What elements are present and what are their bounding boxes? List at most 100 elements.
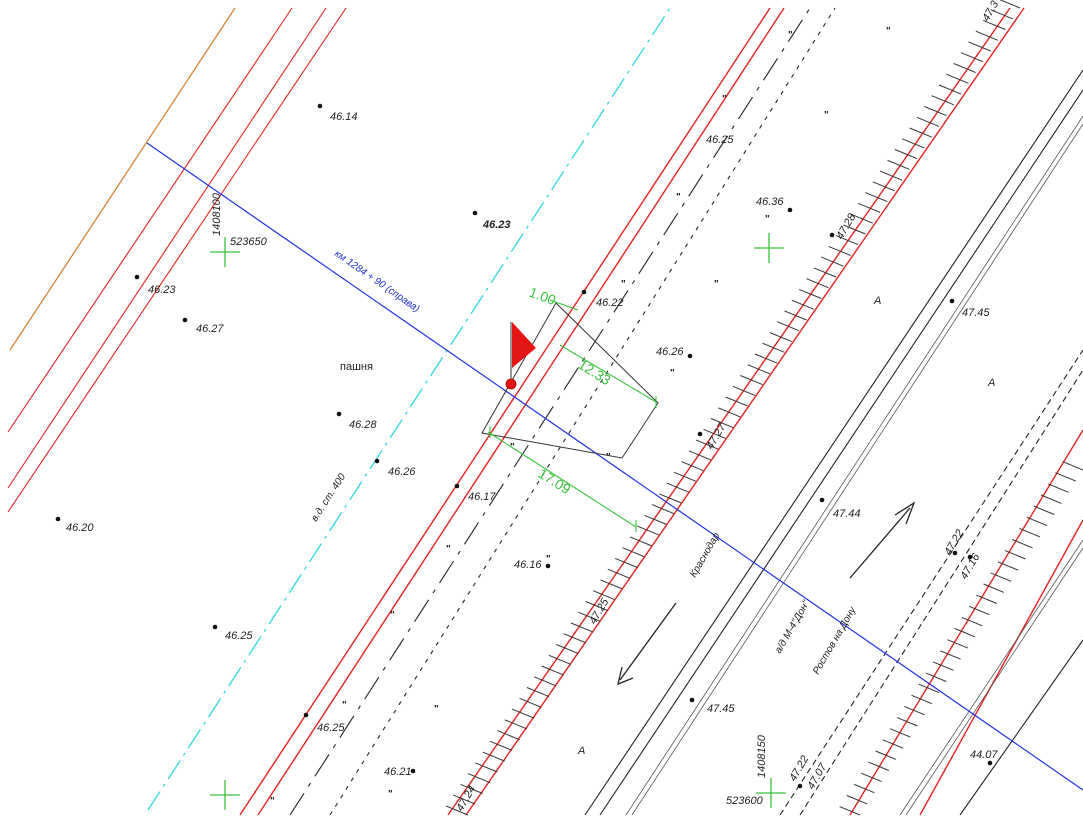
grid-coordinate-label: 1408100: [211, 192, 223, 236]
hatch-tick: [924, 106, 947, 117]
left-red-lines: [7, 7, 347, 513]
svg-text:": ": [722, 94, 727, 105]
hatch-tick: [453, 794, 476, 805]
dimension-label: 17.09: [535, 465, 573, 497]
elev-label: 46.27: [196, 323, 224, 335]
building-outline: [481, 302, 659, 459]
hatch-tick: [861, 772, 882, 783]
hatch-tick: [769, 332, 792, 343]
drainage-lines: [289, 7, 1083, 816]
elev-label: 46.26: [656, 346, 684, 358]
hatch-tick: [504, 719, 528, 730]
direction-label-krasnodar: Краснодар: [688, 531, 723, 580]
hatch-tick: [968, 605, 990, 616]
elev-label: 46.22: [596, 297, 624, 309]
svg-text:": ": [886, 26, 891, 37]
hatch-tick: [740, 375, 763, 386]
hatch-tick: [960, 52, 984, 63]
hatch-tick: [681, 461, 704, 472]
elev-label-rotated: 47.27: [704, 421, 729, 452]
hatch-tick: [868, 761, 889, 771]
hatch-tick: [732, 385, 756, 396]
hatch-tick: [718, 407, 741, 418]
dimension-lines: [487, 299, 657, 532]
elev-label-rotated: 47.16: [958, 551, 983, 582]
hatch-tick: [999, 0, 1021, 9]
hatch-tick: [806, 278, 829, 289]
hatch-tick: [946, 73, 969, 84]
hatch-tick: [1048, 483, 1069, 493]
hatch-tick: [932, 661, 954, 671]
pipeline-label: в.д. ст. 400: [309, 472, 348, 524]
hatch-tick: [904, 705, 925, 716]
elev-label: 46.14: [330, 111, 358, 123]
elev-label: 46.25: [225, 630, 253, 642]
cross-section-blue-line: [146, 142, 1083, 791]
hatch-tick: [526, 687, 550, 698]
elev-label: 46.26: [388, 466, 416, 478]
hatch-tick: [644, 514, 667, 525]
hatch-tick: [875, 750, 897, 760]
hatch-tick: [666, 482, 689, 493]
hatch-tick: [482, 751, 505, 762]
hatch-tick: [659, 493, 682, 504]
flag-icon[interactable]: [505, 322, 536, 390]
hatch-tick: [445, 805, 469, 816]
hatch-tick: [607, 568, 631, 579]
hatch-tick: [961, 616, 983, 627]
hatch-tick: [695, 439, 719, 450]
guardrail-lines: [625, 115, 1083, 816]
svg-text:": ": [546, 554, 551, 565]
terrain-marks: " " " " " " " " " " " " " " " " " ": [270, 26, 891, 807]
svg-text:": ": [342, 700, 347, 711]
hatch-tick: [754, 353, 778, 364]
hatch-tick: [1019, 527, 1040, 538]
hatch-tick: [821, 256, 844, 267]
elev-label-rotated: 47.07: [805, 761, 830, 792]
hatch-tick: [1040, 494, 1062, 504]
elev-label: 44.07: [970, 749, 998, 761]
svg-text:": ": [788, 30, 793, 41]
elev-label-rotated: 47.22: [942, 528, 966, 558]
hatch-tick: [916, 116, 940, 127]
hatch-tick: [896, 717, 918, 727]
hatch-tick: [688, 450, 712, 461]
hatch-tick: [835, 235, 859, 246]
hatch-tick: [975, 30, 999, 41]
hatch-tick: [592, 590, 616, 601]
hatch-tick: [1055, 472, 1076, 482]
hatch-tick: [519, 697, 542, 708]
hatch-tick: [990, 9, 1013, 20]
svg-text:": ": [434, 704, 439, 715]
hatch-tick: [953, 63, 976, 74]
road-red-lines: [239, 7, 1083, 816]
grid-coordinate-label: 523650: [230, 236, 268, 248]
dimension-label: 1.00: [527, 284, 558, 308]
hatch-tick: [931, 95, 954, 106]
elev-label: 46.36: [756, 196, 784, 208]
svg-text:": ": [714, 279, 719, 290]
hatch-tick: [578, 611, 601, 622]
hatch-tick: [600, 579, 623, 590]
hatch-tick: [791, 299, 815, 310]
hatch-tick: [872, 181, 896, 192]
direction-label-rostov: Ростов на Дону: [811, 604, 859, 676]
svg-text:": ": [270, 796, 275, 807]
svg-text:": ": [670, 368, 675, 379]
hatch-tick: [887, 159, 910, 170]
elev-label: 47.45: [962, 307, 990, 319]
hatch-tick: [983, 583, 1005, 593]
grid-cross-icon: [210, 233, 786, 810]
hatch-tick: [710, 418, 734, 429]
dimension-label: 12.33: [575, 356, 613, 388]
hatch-tick: [846, 795, 868, 805]
hatch-tick: [563, 633, 586, 644]
elev-label-rotated: 47.24: [454, 784, 478, 814]
hatch-tick: [882, 739, 904, 749]
hatch-tick: [976, 594, 997, 604]
hatch-tick: [1026, 516, 1048, 527]
hatch-tick: [475, 762, 498, 773]
highway-label: а/д М-4"Дон": [773, 598, 812, 655]
hatch-tick: [968, 41, 991, 52]
svg-text:": ": [765, 214, 770, 225]
